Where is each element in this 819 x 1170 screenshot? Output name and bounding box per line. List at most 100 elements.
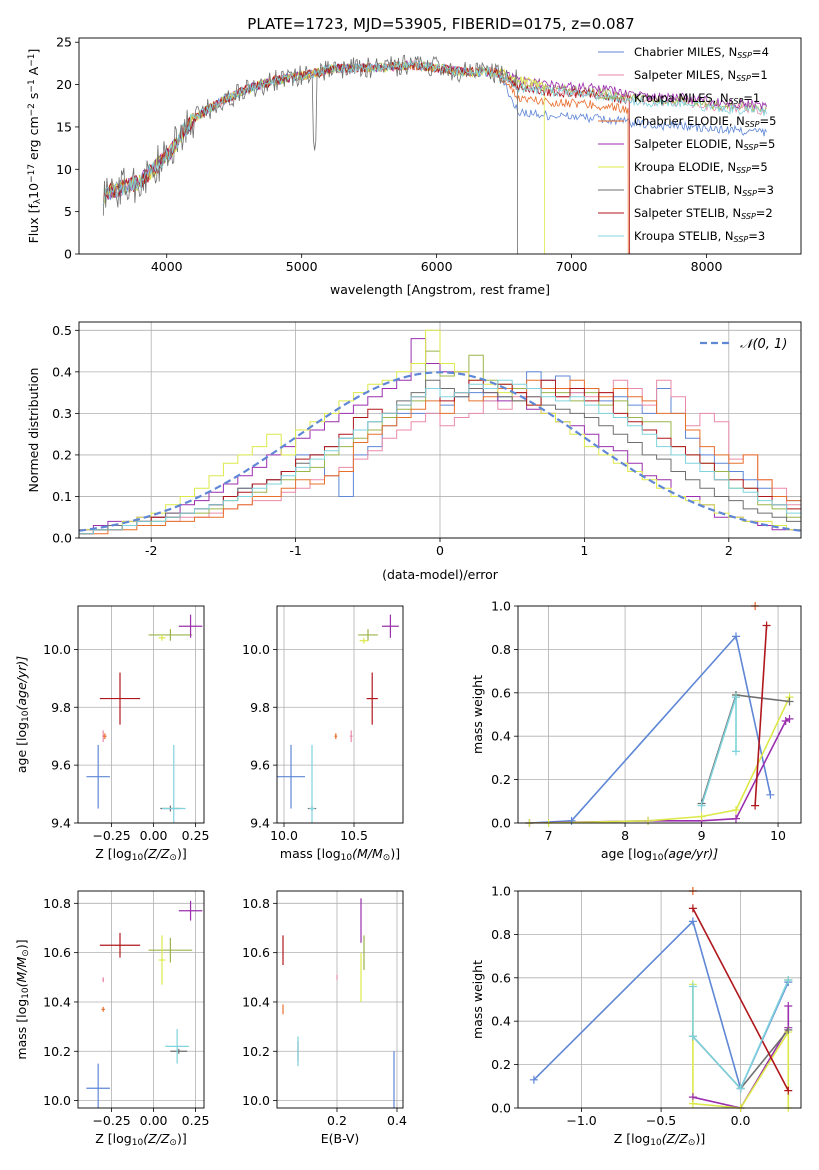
label-part: (Z/Z: [662, 1131, 689, 1146]
plot-area: [79, 329, 801, 535]
plot-area: [102, 54, 767, 254]
label-part: Kroupa STELIB, N: [634, 229, 734, 243]
y-axis-label: Normed distribution: [26, 368, 41, 493]
label-part: mass [log: [280, 846, 341, 861]
plus-marker: [644, 816, 653, 825]
y-tick-label: 1.0: [491, 599, 511, 614]
y-tick-label: 0.8: [491, 927, 511, 942]
plus-marker: [567, 816, 576, 825]
y-tick-label: 25: [56, 35, 72, 50]
y-tick-label: 0.4: [491, 1014, 511, 1029]
label-part: λ: [33, 198, 43, 204]
weight-line: [529, 718, 790, 823]
label-part: SSP: [744, 143, 759, 152]
label-part: Chabrier STELIB, N: [634, 183, 742, 197]
x-axis-label: age [log10(age/yr)]: [601, 846, 718, 863]
legend-entry: Chabrier STELIB, NSSP=3: [634, 183, 774, 198]
x-tick-label: 0.00: [140, 828, 168, 843]
label-part: SSP: [736, 74, 751, 83]
label-part: (age/yr)]: [663, 846, 718, 861]
weight-line: [692, 1006, 790, 1108]
label-part: SSP: [734, 235, 749, 244]
plus-marker: [762, 621, 771, 630]
x-axis-label: wavelength [Angstrom, rest frame]: [330, 282, 550, 297]
label-part: )]: [177, 846, 187, 861]
x-tick-label: 0.25: [182, 1113, 210, 1128]
x-axis-label: Z [log10(Z/Z⊙)]: [95, 1131, 186, 1148]
label-part: )]: [390, 846, 400, 861]
y-axis-label: mass weight: [470, 960, 485, 1039]
label-part: )]: [695, 1131, 705, 1146]
label-part: age [log: [601, 846, 652, 861]
y-tick-label: 0.6: [491, 970, 511, 985]
y-tick-label: 9.6: [250, 758, 270, 773]
y-tick-label: 9.4: [250, 816, 270, 831]
label-part: erg cm: [26, 116, 41, 164]
x-tick-label: 10: [770, 828, 786, 843]
panel-age_vs_Z: −0.25 0.00 0.259.49.69.810.0Z [log10(Z/Z⊙)…: [14, 605, 210, 863]
y-tick-label: 20: [56, 77, 72, 92]
y-axis-label: mass weight: [470, 675, 485, 754]
legend-entry: 𝒩(0, 1): [740, 337, 787, 352]
y-tick-label: 0.0: [52, 531, 72, 546]
label-part: −2: [27, 103, 37, 116]
plus-marker: [688, 917, 697, 926]
x-tick-label: 0: [436, 543, 444, 558]
label-part: Z [log: [614, 1131, 650, 1146]
y-tick-label: 0.4: [491, 729, 511, 744]
legend-entry: Kroupa MILES, NSSP=1: [634, 91, 760, 106]
plus-marker: [731, 814, 740, 823]
weight-line: [754, 625, 768, 806]
plus-marker: [688, 1099, 697, 1108]
x-axis-label: mass [log10(M/M⊙)]: [280, 846, 400, 863]
panel-residual_hist: -2 -1 0 1 2 0.0 0.1 0.2 0.3 0.4 0.5 𝒩(0, 1) (data-mo…: [26, 321, 802, 582]
plus-marker: [697, 801, 706, 810]
label-part: −1: [27, 79, 37, 92]
y-tick-label: 10.0: [242, 642, 270, 657]
y-tick-label: 0: [64, 247, 72, 262]
x-tick-label: 10.0: [270, 828, 298, 843]
plus-marker: [751, 801, 760, 810]
x-axis-label: Z [log10(Z/Z⊙)]: [614, 1131, 705, 1148]
legend-entry: Salpeter ELODIE, NSSP=5: [634, 137, 775, 152]
series-line: [102, 54, 518, 254]
series-line: [102, 61, 545, 254]
weight-line: [700, 694, 790, 804]
plus-marker: [784, 975, 793, 984]
y-tick-label: 5: [64, 204, 72, 219]
axes-frame: [77, 890, 205, 1109]
x-axis-label: E(B-V): [321, 1131, 360, 1146]
y-tick-label: 0.1: [52, 489, 72, 504]
y-axis-label: age [log10(age/yr)]: [14, 656, 31, 773]
plus-marker: [697, 812, 706, 821]
plus-marker: [736, 1084, 745, 1093]
panel-weight_vs_Z: −1.0 −0.5 0.0 0.0 0.2 0.4 0.6 0.8 1.0 Z [log10(Z/…: [470, 884, 802, 1148]
label-part: )]: [177, 1131, 187, 1146]
plus-marker: [784, 1002, 793, 1011]
x-tick-label: 0.4: [387, 1113, 407, 1128]
label-part: Chabrier ELODIE, N: [634, 114, 745, 128]
panel-age_vs_mass: 10.0 10.5 9.4 9.6 9.8 10.0 mass [log10(M/M⊙)]: [242, 605, 404, 863]
axes-frame: [276, 605, 404, 824]
x-tick-label: 0.25: [182, 828, 210, 843]
plus-marker: [731, 693, 740, 702]
plot-area: [529, 625, 791, 823]
y-tick-label: 0.3: [52, 406, 72, 421]
label-part: E(B-V): [321, 1131, 360, 1146]
y-axis-label: Flux [fλ10−17 erg cm−2 s−1 A−1]: [26, 49, 43, 244]
plus-marker: [784, 1086, 793, 1095]
label-part: (Z/Z: [143, 1131, 170, 1146]
series-line: [102, 59, 767, 205]
x-tick-label: 4000: [151, 259, 183, 274]
y-tick-label: 10.4: [242, 994, 270, 1009]
label-part: ⊙: [169, 1138, 177, 1148]
label-part: A: [26, 66, 41, 79]
plus-marker: [688, 1032, 697, 1041]
label-part: 10: [21, 987, 31, 999]
label-part: Salpeter ELODIE, N: [634, 137, 744, 151]
x-tick-label: -1: [289, 543, 301, 558]
x-tick-label: 0.2: [327, 1113, 347, 1128]
x-tick-label: −0.25: [92, 828, 130, 843]
y-tick-label: 0.5: [52, 323, 72, 338]
